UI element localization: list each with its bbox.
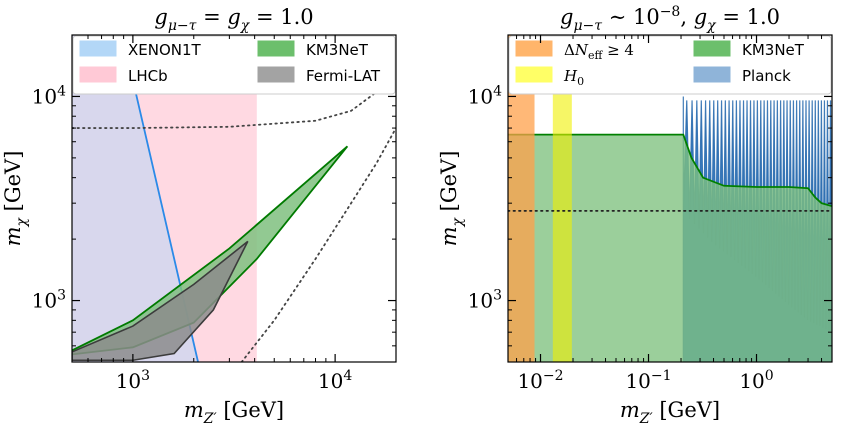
left-xlabel: mZ′ [GeV]	[184, 398, 284, 427]
x-tick-label: 104	[318, 368, 352, 393]
legend-swatch	[257, 40, 295, 57]
km3net-region	[508, 134, 832, 362]
right-title: gμ−τ ∼ 10−8, gχ = 1.0	[560, 4, 780, 34]
right-axes: 10−2 10−1 100 103 104	[468, 34, 833, 393]
legend-label: H0	[563, 67, 584, 88]
y-tick-label: 104	[468, 83, 502, 108]
legend-swatch	[79, 40, 117, 57]
legend-label: XENON1T	[128, 41, 202, 59]
right-plot-area	[508, 35, 832, 362]
right-legend: ΔNeff ≥ 4 KM3NeT H0 Planck	[508, 35, 832, 95]
left-axes: 103 104 103 104	[32, 34, 397, 393]
legend-swatch	[515, 66, 553, 83]
legend-box	[72, 35, 396, 95]
legend-label: KM3NeT	[742, 41, 805, 59]
km3net-boundary	[508, 133, 832, 208]
left-legend: XENON1T KM3NeT LHCb Fermi-LAT	[72, 35, 396, 95]
right-chart: ΔNeff ≥ 4 KM3NeT H0 Planck 10−2 10−1 100 103 104…	[437, 4, 833, 427]
legend-label: Planck	[742, 67, 791, 85]
left-title: gμ−τ = gχ = 1.0	[154, 5, 313, 34]
dotted-upper-line	[72, 65, 396, 129]
y-tick-label: 103	[32, 288, 66, 313]
plot-frame	[71, 34, 397, 363]
y-tick-label: 103	[468, 288, 502, 313]
legend-swatch	[79, 66, 117, 83]
x-tick-label: 100	[739, 368, 773, 393]
plot-frame	[507, 34, 833, 363]
legend-label: LHCb	[128, 67, 168, 85]
legend-label: ΔNeff ≥ 4	[564, 41, 634, 62]
dotted-lower-line	[240, 127, 396, 362]
legend-swatch	[257, 66, 295, 83]
legend-swatch	[693, 40, 731, 57]
y-tick-label: 104	[32, 83, 66, 108]
x-tick-label: 10−1	[625, 368, 671, 393]
legend-swatch	[515, 40, 553, 57]
right-ylabel: mχ [GeV]	[437, 151, 466, 247]
left-ylabel: mχ [GeV]	[1, 151, 30, 247]
legend-label: KM3NeT	[306, 41, 369, 59]
right-xlabel: mZ′ [GeV]	[620, 398, 720, 427]
fermi-lat-region	[72, 240, 249, 362]
x-tick-label: 103	[116, 368, 150, 393]
x-tick-label: 10−2	[517, 368, 563, 393]
left-chart: XENON1T KM3NeT LHCb Fermi-LAT 103 104 103 104 mZ…	[1, 5, 397, 427]
legend-label: Fermi-LAT	[306, 67, 381, 85]
legend-box	[508, 35, 832, 95]
h0-band	[552, 35, 572, 362]
legend-swatch	[693, 66, 731, 83]
xenon1t-region	[72, 35, 199, 362]
